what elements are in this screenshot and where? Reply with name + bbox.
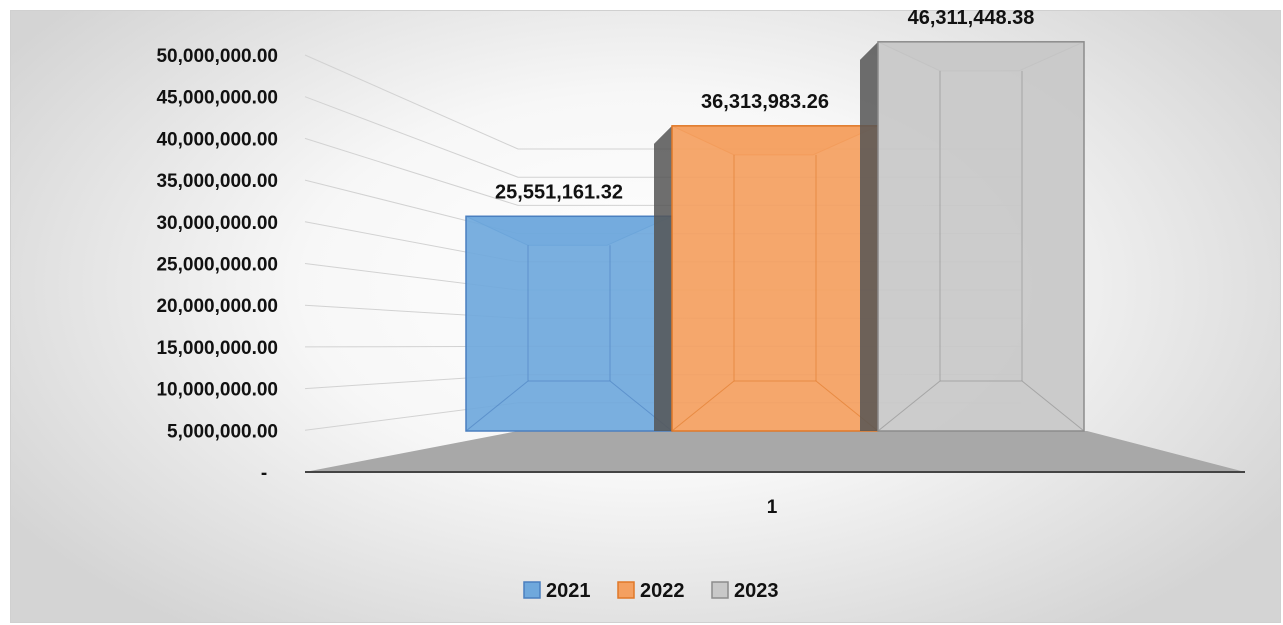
y-tick-label: 30,000,000.00 bbox=[156, 213, 278, 234]
chart-floor bbox=[305, 431, 1245, 473]
bars bbox=[465, 41, 1085, 432]
y-tick-label: 35,000,000.00 bbox=[156, 171, 278, 192]
y-tick-label: 15,000,000.00 bbox=[156, 338, 278, 359]
y-tick-label: 45,000,000.00 bbox=[156, 88, 278, 109]
bar-side-face bbox=[654, 125, 672, 431]
legend-swatch bbox=[711, 581, 729, 599]
bar-front-face bbox=[465, 215, 673, 432]
data-labels: 25,551,161.32 36,313,983.26 46,311,448.38 bbox=[495, 7, 1034, 203]
y-tick-label: 40,000,000.00 bbox=[156, 129, 278, 150]
y-tick-label: 25,000,000.00 bbox=[156, 255, 278, 276]
legend-label: 2022 bbox=[640, 580, 685, 602]
legend-swatch bbox=[523, 581, 541, 599]
legend-item-2022: 2022 bbox=[617, 580, 685, 602]
floor-plane bbox=[305, 431, 1245, 472]
data-label-2022: 36,313,983.26 bbox=[701, 91, 829, 113]
bar-front-face bbox=[877, 41, 1085, 432]
y-tick-label: 10,000,000.00 bbox=[156, 380, 278, 401]
y-axis-tick-labels: - 5,000,000.00 10,000,000.00 15,000,000.00 2… bbox=[156, 46, 278, 484]
y-tick-label: - bbox=[261, 463, 267, 484]
legend-label: 2021 bbox=[546, 580, 591, 602]
legend-item-2021: 2021 bbox=[523, 580, 591, 602]
data-label-2021: 25,551,161.32 bbox=[495, 181, 623, 203]
bar-2021 bbox=[465, 215, 673, 432]
data-label-2023: 46,311,448.38 bbox=[908, 7, 1035, 29]
y-tick-label: 5,000,000.00 bbox=[167, 421, 278, 442]
legend-item-2023: 2023 bbox=[711, 580, 779, 602]
bar-2023 bbox=[860, 41, 1085, 432]
bar-front-face bbox=[671, 125, 879, 432]
bar-side-face bbox=[860, 41, 878, 432]
legend-label: 2023 bbox=[734, 580, 779, 602]
legend: 2021 2022 2023 bbox=[523, 580, 779, 602]
y-tick-label: 50,000,000.00 bbox=[156, 46, 278, 67]
legend-swatch bbox=[617, 581, 635, 599]
y-tick-label: 20,000,000.00 bbox=[156, 296, 278, 317]
bar-2022 bbox=[654, 125, 879, 432]
x-axis-category-label: 1 bbox=[767, 497, 778, 518]
